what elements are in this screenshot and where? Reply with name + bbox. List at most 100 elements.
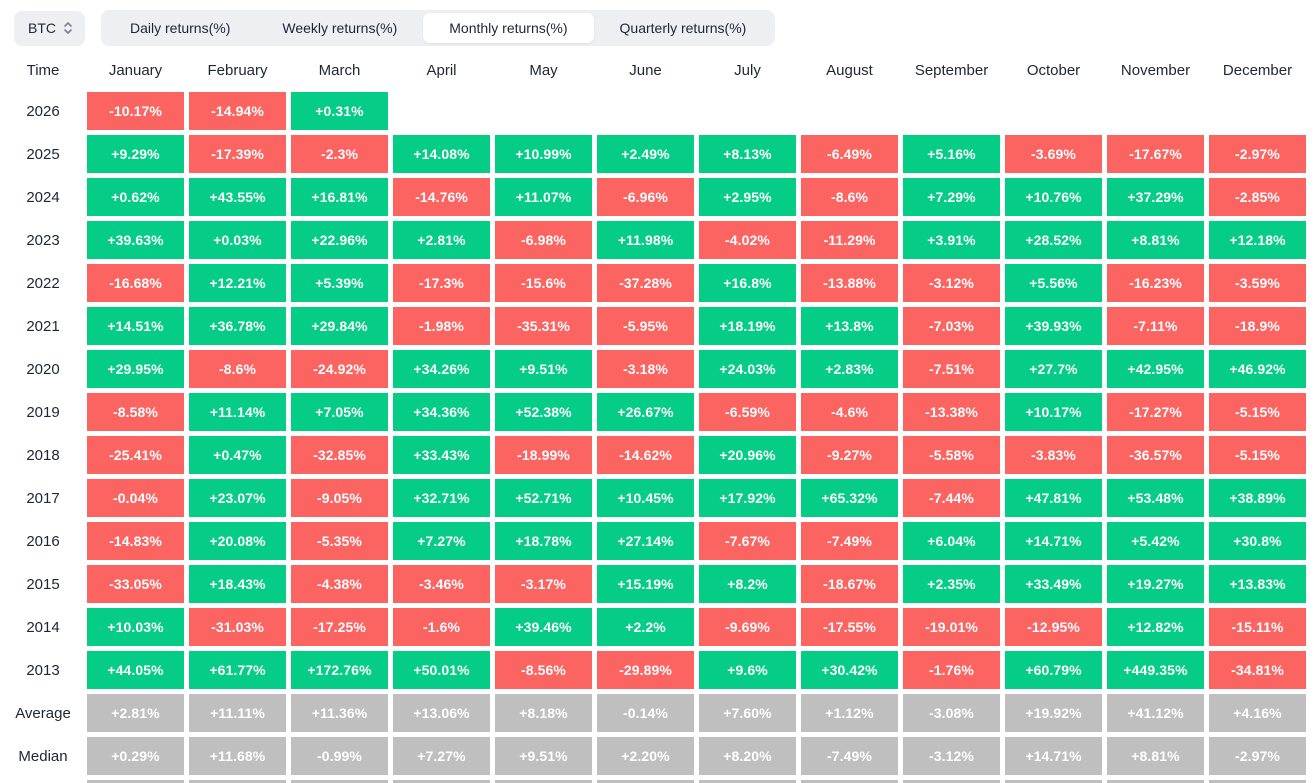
return-cell: -15.6%: [495, 264, 592, 302]
cutoff-cell: [801, 780, 898, 783]
return-cell: +53.48%: [1107, 479, 1204, 517]
month-header-march: March: [318, 61, 361, 79]
return-cell: +11.36%: [291, 694, 388, 732]
return-cell: +30.42%: [801, 651, 898, 689]
month-header-november: November: [1120, 61, 1191, 79]
return-cell: +22.96%: [291, 221, 388, 259]
return-cell: -4.38%: [291, 565, 388, 603]
row-label-average: Average: [15, 704, 71, 722]
return-cell: +47.81%: [1005, 479, 1102, 517]
tab-weekly[interactable]: Weekly returns(%): [282, 20, 398, 36]
return-cell: +39.93%: [1005, 307, 1102, 345]
return-cell: -17.55%: [801, 608, 898, 646]
return-cell: +29.95%: [87, 350, 184, 388]
month-header-june: June: [629, 61, 662, 79]
cutoff-cell: [1209, 780, 1306, 783]
return-cell: +7.05%: [291, 393, 388, 431]
return-cell: +7.60%: [699, 694, 796, 732]
tab-monthly[interactable]: Monthly returns(%): [423, 13, 594, 43]
return-cell: +14.71%: [1005, 737, 1102, 775]
return-cell: +19.92%: [1005, 694, 1102, 732]
table-header-row: Time January February March April May June Jul…: [0, 55, 1314, 85]
return-cell: -3.12%: [903, 264, 1000, 302]
toolbar: BTC Daily returns(%) Weekly returns(%) Mon…: [14, 10, 1314, 46]
cutoff-cell: [87, 780, 184, 783]
return-cell: -24.92%: [291, 350, 388, 388]
return-cell: -34.81%: [1209, 651, 1306, 689]
return-cell: -14.83%: [87, 522, 184, 560]
return-cell: [1107, 92, 1204, 130]
return-cell: +16.8%: [699, 264, 796, 302]
return-cell: [495, 92, 592, 130]
return-cell: +10.99%: [495, 135, 592, 173]
return-cell: +8.81%: [1107, 221, 1204, 259]
return-cell: -16.23%: [1107, 264, 1204, 302]
return-cell: -2.97%: [1209, 135, 1306, 173]
return-cell: +11.14%: [189, 393, 286, 431]
tab-daily[interactable]: Daily returns(%): [130, 20, 231, 36]
return-cell: +10.17%: [1005, 393, 1102, 431]
row-label-2017: 2017: [26, 489, 60, 507]
return-cell: +18.78%: [495, 522, 592, 560]
return-cell: -2.97%: [1209, 737, 1306, 775]
return-cell: -29.89%: [597, 651, 694, 689]
return-cell: +7.27%: [393, 737, 490, 775]
return-cell: +39.46%: [495, 608, 592, 646]
return-cell: -3.12%: [903, 737, 1000, 775]
row-label-2014: 2014: [26, 618, 60, 636]
return-cell: +44.05%: [87, 651, 184, 689]
return-cell: +12.82%: [1107, 608, 1204, 646]
return-cell: -6.98%: [495, 221, 592, 259]
row-label-2025: 2025: [26, 145, 60, 163]
month-header-january: January: [108, 61, 163, 79]
cutoff-cell: [1107, 780, 1204, 783]
month-header-october: October: [1026, 61, 1081, 79]
time-column-header: Time: [26, 61, 60, 79]
return-cell: -7.44%: [903, 479, 1000, 517]
return-cell: +5.56%: [1005, 264, 1102, 302]
return-cell: -8.6%: [189, 350, 286, 388]
month-header-april: April: [426, 61, 457, 79]
return-cell: +9.29%: [87, 135, 184, 173]
return-cell: -8.58%: [87, 393, 184, 431]
row-label-2015: 2015: [26, 575, 60, 593]
month-header-may: May: [529, 61, 558, 79]
return-cell: +6.04%: [903, 522, 1000, 560]
return-cell: -7.49%: [801, 737, 898, 775]
return-cell: +20.96%: [699, 436, 796, 474]
cutoff-cell: [1005, 780, 1102, 783]
return-cell: -13.88%: [801, 264, 898, 302]
return-cell: -18.9%: [1209, 307, 1306, 345]
return-cell: -17.3%: [393, 264, 490, 302]
return-cell: +7.29%: [903, 178, 1000, 216]
row-label-2020: 2020: [26, 360, 60, 378]
return-cell: -5.58%: [903, 436, 1000, 474]
row-label-median: Median: [18, 747, 68, 765]
return-cell: -36.57%: [1107, 436, 1204, 474]
return-cell: -3.17%: [495, 565, 592, 603]
row-label-2024: 2024: [26, 188, 60, 206]
return-cell: -2.3%: [291, 135, 388, 173]
return-cell: -6.59%: [699, 393, 796, 431]
return-cell: +4.16%: [1209, 694, 1306, 732]
cutoff-row: [0, 780, 1314, 783]
tab-quarterly[interactable]: Quarterly returns(%): [619, 20, 747, 36]
symbol-select[interactable]: BTC: [14, 10, 85, 46]
return-cell: [597, 92, 694, 130]
return-cell: [1209, 92, 1306, 130]
return-cell: +0.62%: [87, 178, 184, 216]
return-cell: +8.20%: [699, 737, 796, 775]
return-cell: +8.18%: [495, 694, 592, 732]
month-header-august: August: [826, 61, 873, 79]
return-cell: -18.99%: [495, 436, 592, 474]
return-cell: +2.20%: [597, 737, 694, 775]
return-cell: -7.49%: [801, 522, 898, 560]
return-cell: +8.13%: [699, 135, 796, 173]
return-cell: +14.51%: [87, 307, 184, 345]
return-cell: +37.29%: [1107, 178, 1204, 216]
row-label-2021: 2021: [26, 317, 60, 335]
return-cell: -7.11%: [1107, 307, 1204, 345]
return-cell: +38.89%: [1209, 479, 1306, 517]
return-cell: [1005, 92, 1102, 130]
row-label-2018: 2018: [26, 446, 60, 464]
